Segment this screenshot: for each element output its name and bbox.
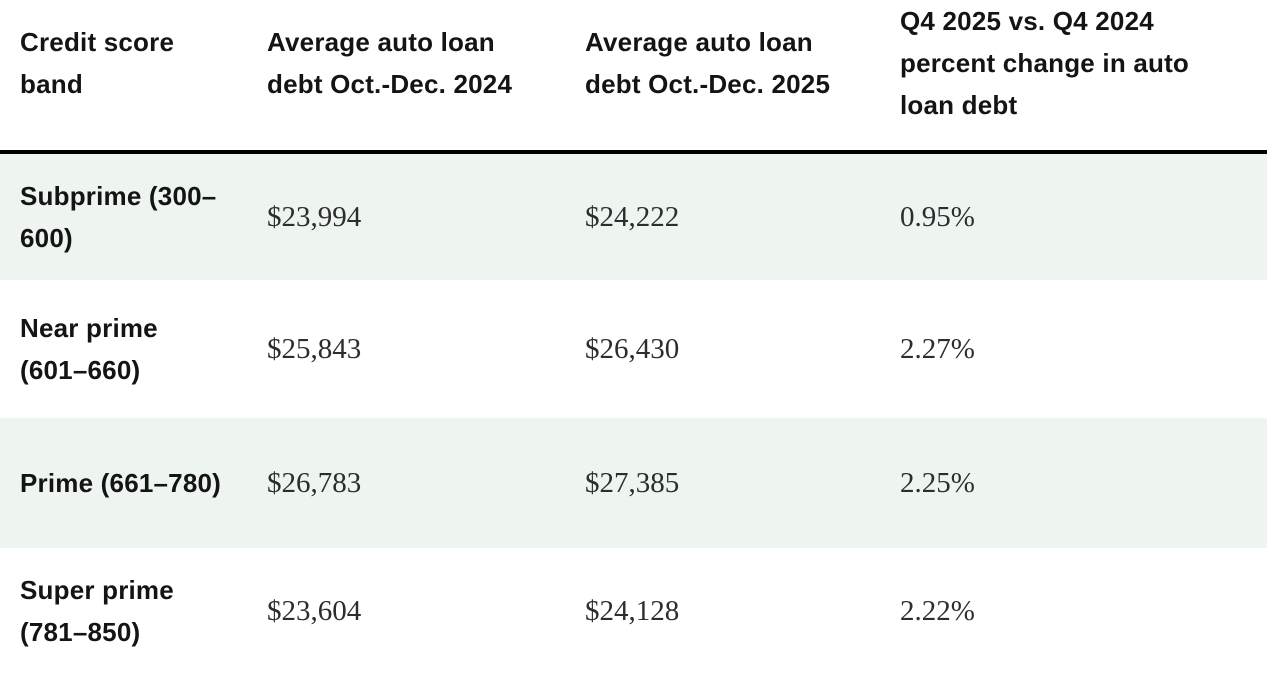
cell-debt-2025: $27,385 [585, 466, 680, 499]
cell-pct-change: 2.25% [900, 466, 975, 499]
table-row-prime: Prime (661–780) $26,783 $27,385 2.25% [0, 418, 1267, 548]
cell-debt-2024: $25,843 [267, 332, 362, 365]
table-header: Credit score band Average auto loan debt… [0, 0, 1267, 154]
table-row-subprime: Subprime (300–600) $23,994 $24,222 0.95% [0, 152, 1267, 280]
cell-debt-2024: $26,783 [267, 466, 362, 499]
cell-debt-2025: $26,430 [585, 332, 680, 365]
table-body: Subprime (300–600) $23,994 $24,222 0.95%… [0, 152, 1267, 674]
header-cell-credit-band: Credit score band [0, 0, 247, 154]
cell-band: Near prime (601–660) [20, 313, 158, 385]
header-row: Credit score band Average auto loan debt… [0, 0, 1267, 154]
cell-band: Subprime (300–600) [20, 181, 217, 253]
header-cell-debt-2025: Average auto loan debt Oct.-Dec. 2025 [565, 0, 880, 154]
cell-pct-change: 2.27% [900, 332, 975, 365]
cell-debt-2024: $23,604 [267, 594, 362, 627]
cell-debt-2025: $24,222 [585, 200, 680, 233]
cell-band: Prime (661–780) [20, 468, 222, 498]
cell-band: Super prime (781–850) [20, 575, 174, 647]
cell-pct-change: 2.22% [900, 594, 975, 627]
cell-debt-2025: $24,128 [585, 594, 680, 627]
cell-pct-change: 0.95% [900, 200, 975, 233]
header-cell-debt-2024: Average auto loan debt Oct.-Dec. 2024 [247, 0, 565, 154]
header-cell-pct-change: Q4 2025 vs. Q4 2024 percent change in au… [880, 0, 1267, 154]
cell-debt-2024: $23,994 [267, 200, 362, 233]
table-row-super-prime: Super prime (781–850) $23,604 $24,128 2.… [0, 548, 1267, 674]
table-row-near-prime: Near prime (601–660) $25,843 $26,430 2.2… [0, 280, 1267, 418]
